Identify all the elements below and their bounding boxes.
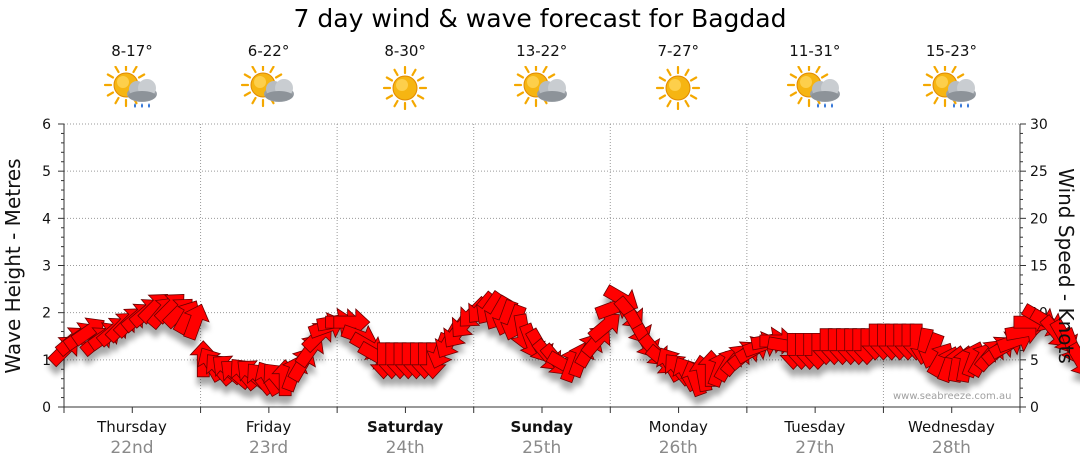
temperature-range: 8-30° <box>384 42 426 60</box>
day-forecast-saturday: 8-30° <box>337 42 473 110</box>
temperature-range: 13-22° <box>516 42 568 60</box>
day-forecast-sunday: 13-22° <box>474 42 610 110</box>
day-label-friday: Friday 23rd <box>201 418 337 458</box>
day-date: 27th <box>795 438 835 458</box>
day-forecast-friday: 6-22° <box>201 42 337 110</box>
day-name: Wednesday <box>908 418 995 436</box>
sun-cloud-rain-icon <box>883 66 1019 110</box>
day-label-saturday: Saturday 24th <box>337 418 473 458</box>
temperature-range: 15-23° <box>925 42 977 60</box>
temperature-range: 8-17° <box>111 42 153 60</box>
wind-arrow <box>333 308 371 337</box>
watermark: www.seabreeze.com.au <box>893 391 1012 402</box>
right-tick-label: 15 <box>1030 259 1048 275</box>
temperature-range: 11-31° <box>789 42 841 60</box>
day-name: Thursday <box>97 418 167 436</box>
temperature-range: 6-22° <box>247 42 290 60</box>
day-name: Tuesday <box>784 418 846 436</box>
left-tick-label: 5 <box>42 164 51 180</box>
day-date: 24th <box>385 438 425 458</box>
day-date: 23rd <box>249 438 289 458</box>
right-tick-label: 20 <box>1030 211 1048 227</box>
left-tick-label: 2 <box>42 306 51 322</box>
right-axis-title: Wind Speed - Knots <box>1054 168 1078 364</box>
daily-forecast-strip: 8-17° 6-22° 8-30° 13-22° 7-27° 11-31° 15-23° <box>0 0 1080 124</box>
day-name: Friday <box>245 418 292 436</box>
left-axis-title: Wave Height - Metres <box>1 158 25 374</box>
right-tick-label: 25 <box>1030 164 1048 180</box>
left-tick-label: 0 <box>42 400 51 416</box>
temperature-range: 7-27° <box>657 42 700 60</box>
day-forecast-tuesday: 11-31° <box>747 42 883 110</box>
day-label-thursday: Thursday 22nd <box>64 418 200 458</box>
day-labels-row: Thursday 22nd Friday 23rd Saturday 24th Sunday… <box>0 418 1080 475</box>
day-forecast-wednesday: 15-23° <box>883 42 1019 110</box>
sun-cloud-rain-icon <box>747 66 883 110</box>
day-date: 25th <box>522 438 562 458</box>
left-tick-label: 4 <box>42 211 51 227</box>
day-name: Monday <box>648 418 708 436</box>
right-tick-label: 30 <box>1030 117 1048 133</box>
sun-cloud-icon <box>474 66 610 110</box>
day-label-tuesday: Tuesday 27th <box>747 418 883 458</box>
wind-arrow <box>587 313 620 343</box>
chart-title: 7 day wind & wave forecast for Bagdad <box>293 4 787 33</box>
right-tick-label: 0 <box>1030 400 1039 416</box>
sun-cloud-icon <box>201 66 337 110</box>
sun-icon <box>337 66 473 110</box>
wind-arrow <box>1065 341 1080 377</box>
day-forecast-monday: 7-27° <box>610 42 746 110</box>
day-date: 28th <box>931 438 971 458</box>
day-label-sunday: Sunday 25th <box>474 418 610 458</box>
right-tick-label: 5 <box>1030 353 1039 369</box>
sun-icon <box>610 66 746 110</box>
day-forecast-thursday: 8-17° <box>64 42 200 110</box>
left-tick-label: 3 <box>42 259 51 275</box>
wind-arrow-layer <box>47 284 1080 398</box>
day-label-monday: Monday 26th <box>610 418 746 458</box>
day-date: 22nd <box>110 438 154 458</box>
day-date: 26th <box>658 438 698 458</box>
left-tick-label: 1 <box>42 353 51 369</box>
sun-cloud-rain-icon <box>64 66 200 110</box>
wind-arrow <box>183 303 210 341</box>
day-name: Sunday <box>510 418 573 436</box>
day-name: Saturday <box>366 418 444 436</box>
left-tick-label: 6 <box>42 117 51 133</box>
day-label-wednesday: Wednesday 28th <box>883 418 1019 458</box>
